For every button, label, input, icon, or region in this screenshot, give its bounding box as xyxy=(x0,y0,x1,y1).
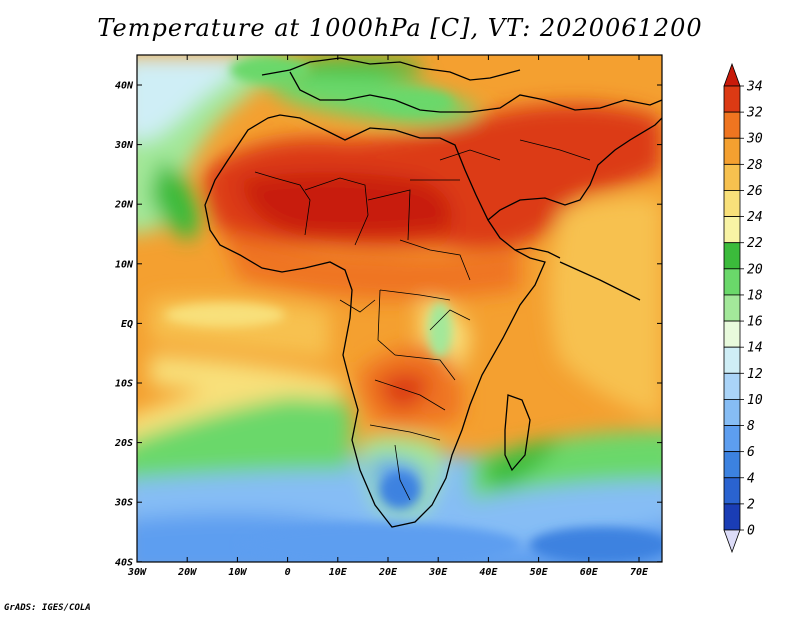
colorbar-label: 8 xyxy=(747,419,755,434)
lon-label: 20E xyxy=(378,567,398,578)
coastline xyxy=(204,57,662,528)
country-borders xyxy=(254,139,591,501)
lon-label: 30W xyxy=(127,567,147,578)
colorbar-box xyxy=(723,111,741,139)
lat-label: EQ xyxy=(121,319,133,330)
lon-label: 70E xyxy=(630,567,649,578)
colorbar-label: 0 xyxy=(747,524,755,539)
lon-label: 0 xyxy=(285,567,291,578)
lat-label: 30S xyxy=(114,498,133,509)
colorbar-box xyxy=(723,425,741,453)
lon-label: 10E xyxy=(329,567,348,578)
map-frame xyxy=(136,54,663,563)
lon-label: 30E xyxy=(428,567,448,578)
lat-label: 10N xyxy=(115,259,134,270)
colorbar-max-arrow xyxy=(723,62,741,87)
colorbar-label: 34 xyxy=(746,80,763,95)
colorbar-box xyxy=(723,190,741,217)
colorbar-label: 24 xyxy=(747,210,763,225)
colorbar-box xyxy=(723,372,741,400)
colorbar-label: 18 xyxy=(747,288,763,303)
colorbar-label: 10 xyxy=(747,393,763,408)
grads-credit: GrADS: IGES/COLA xyxy=(4,603,91,613)
lat-label: 20S xyxy=(114,438,133,449)
chart-title: Temperature at 1000hPa [C], VT: 20200612… xyxy=(97,14,703,42)
colorbar-box xyxy=(723,503,741,531)
lat-label: 40S xyxy=(115,557,133,568)
lat-label: 40N xyxy=(115,81,134,92)
lat-label: 10S xyxy=(115,379,133,390)
colorbar-label: 22 xyxy=(747,236,763,251)
lon-label: 60E xyxy=(580,567,599,578)
colorbar-label: 6 xyxy=(747,445,755,460)
colorbar-box xyxy=(723,216,741,244)
lat-label: 20N xyxy=(114,200,134,211)
colorbar-box xyxy=(723,163,741,191)
colorbar-box xyxy=(723,346,741,374)
colorbar-label: 32 xyxy=(746,106,763,121)
lon-label: 20W xyxy=(177,567,197,578)
colorbar-box xyxy=(723,268,741,296)
colorbar-label: 4 xyxy=(747,471,755,486)
colorbar-box xyxy=(723,294,741,322)
colorbar-box xyxy=(723,242,741,270)
colorbar-label: 12 xyxy=(747,367,763,382)
colorbar-box xyxy=(723,137,741,165)
colorbar-label: 30 xyxy=(746,132,763,147)
colorbar-box xyxy=(723,320,741,348)
colorbar-label: 16 xyxy=(747,315,763,330)
lon-label: 50E xyxy=(530,567,549,578)
colorbar-box xyxy=(723,451,741,479)
colorbar-label: 20 xyxy=(747,262,763,277)
colorbar-label: 14 xyxy=(747,341,763,356)
colorbar-box xyxy=(723,477,741,505)
colorbar-box xyxy=(723,85,741,113)
lat-label: 30N xyxy=(114,140,134,151)
lon-label: 10W xyxy=(228,567,247,578)
colorbar-min-arrow xyxy=(723,529,741,554)
colorbar-label: 26 xyxy=(747,184,763,199)
colorbar-label: 28 xyxy=(747,158,763,173)
temperature-field xyxy=(137,55,662,562)
colorbar-label: 2 xyxy=(747,497,755,512)
colorbar-box xyxy=(723,399,741,426)
lon-label: 40E xyxy=(479,567,498,578)
